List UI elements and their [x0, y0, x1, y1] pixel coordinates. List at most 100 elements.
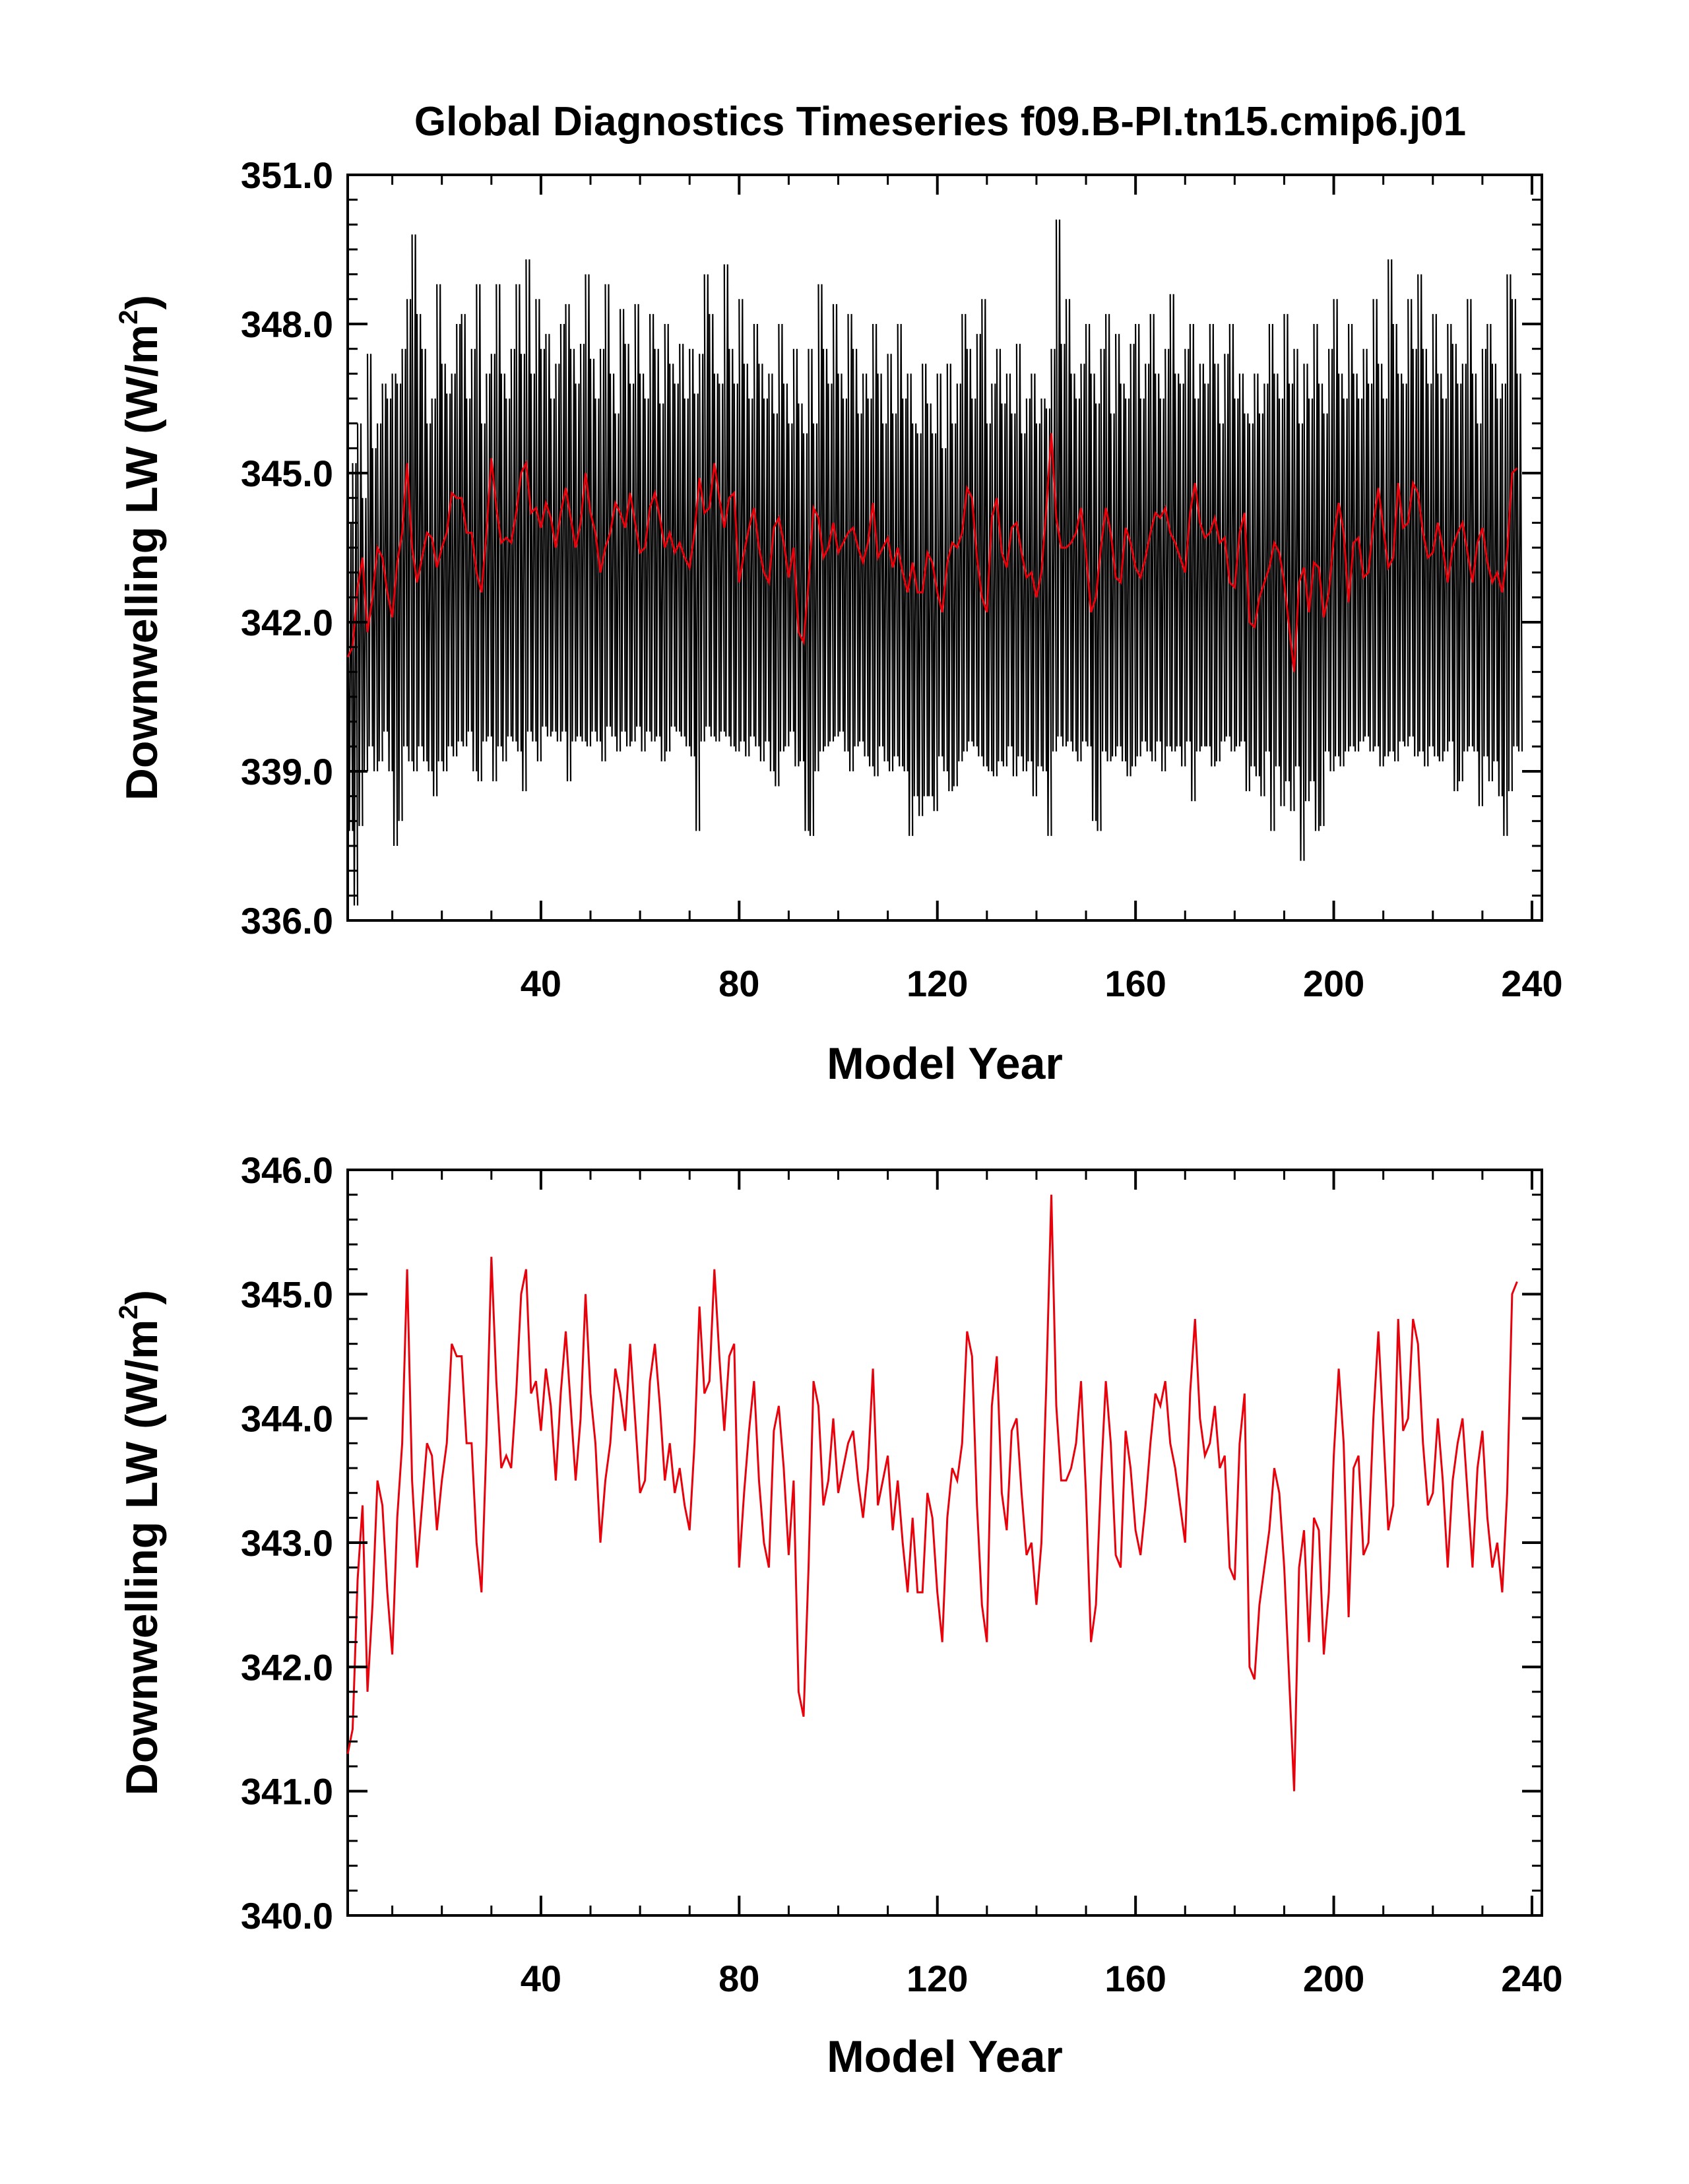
top-monthly-segment [545, 334, 552, 737]
top-monthly-segment [932, 433, 938, 812]
bottom-y-tick-label: 343.0 [241, 1522, 333, 1564]
top-monthly-segment [624, 344, 631, 747]
top-monthly-segment [510, 348, 517, 742]
top-monthly-segment [346, 523, 354, 831]
top-monthly-segment [1001, 403, 1007, 767]
bottom-y-tick-label: 340.0 [241, 1895, 333, 1937]
top-monthly-segment [629, 383, 636, 742]
top-monthly-segment [1353, 373, 1360, 752]
top-monthly-segment [416, 313, 423, 747]
top-y-tick-label: 345.0 [241, 453, 333, 494]
top-monthly-segment [1110, 413, 1117, 757]
top-monthly-segment [1115, 334, 1122, 747]
top-monthly-segment [441, 364, 448, 772]
top-y-tick-label: 342.0 [241, 602, 333, 643]
top-monthly-segment [559, 323, 567, 732]
top-monthly-segment [867, 398, 874, 767]
top-monthly-segment [634, 304, 641, 727]
bottom-y-axis-label: Downwelling LW (W/m2) [114, 1290, 167, 1795]
top-monthly-segment [748, 398, 755, 737]
top-x-tick-label: 200 [1303, 963, 1364, 1004]
top-monthly-segment [639, 373, 646, 752]
top-axes-group: 336.0 339.0 342.0 345.0 348.0 351.0 40 80 120 160… [241, 154, 1563, 1004]
top-monthly-segment [446, 393, 453, 747]
top-monthly-segment [1378, 364, 1384, 767]
top-x-tick-label: 160 [1104, 963, 1166, 1004]
top-monthly-segment [356, 423, 364, 826]
bottom-y-tick-label: 346.0 [241, 1149, 333, 1191]
top-monthly-segment [456, 323, 462, 742]
top-y-tick-label: 336.0 [241, 900, 333, 942]
top-monthly-segment [575, 383, 582, 737]
top-monthly-segment [1135, 323, 1141, 757]
top-monthly-segment [366, 354, 373, 747]
top-monthly-segment [515, 284, 522, 752]
top-monthly-segment [1283, 313, 1291, 782]
top-monthly-segment [411, 234, 418, 772]
top-monthly-segment [1040, 398, 1048, 772]
top-monthly-segment [1273, 373, 1281, 767]
top-monthly-segment [1516, 373, 1523, 752]
top-monthly-segment [436, 284, 443, 761]
bottom-x-tick-label: 120 [907, 1958, 968, 1999]
top-monthly-segment [1258, 413, 1265, 796]
top-monthly-segment [1402, 383, 1409, 747]
top-monthly-segment [1397, 373, 1404, 742]
top-monthly-segment [1293, 348, 1300, 767]
top-y-tick-label: 339.0 [241, 751, 333, 792]
top-monthly-segment [520, 354, 527, 792]
top-monthly-segment [1060, 344, 1068, 747]
top-monthly-segment [763, 398, 770, 742]
bottom-x-tick-label: 240 [1501, 1958, 1562, 1999]
top-monthly-segment [1437, 373, 1444, 761]
top-monthly-segment [1467, 299, 1473, 747]
top-monthly-segment [882, 423, 889, 761]
top-monthly-segment [1382, 398, 1389, 757]
top-monthly-segment [1491, 364, 1498, 761]
top-monthly-segment [857, 413, 864, 742]
top-monthly-segment [812, 423, 819, 772]
top-monthly-segment [976, 334, 983, 757]
top-y-axis-label: Downwelling LW (W/m2) [114, 295, 167, 800]
top-monthly-segment [451, 373, 458, 757]
top-monthly-segment [679, 344, 685, 737]
top-monthly-segment [1427, 383, 1434, 747]
top-monthly-segment [892, 413, 899, 757]
top-monthly-segment [996, 348, 1003, 761]
top-monthly-segment [847, 313, 854, 772]
top-monthly-segment [1214, 364, 1221, 761]
top-monthly-segment [1105, 313, 1112, 761]
top-monthly-segment [1298, 423, 1305, 861]
top-monthly-segment [981, 299, 988, 767]
top-monthly-segment [897, 323, 904, 767]
top-monthly-segment [352, 463, 359, 906]
top-monthly-segment [377, 423, 383, 761]
top-monthly-segment [693, 393, 701, 831]
top-monthly-segment [1149, 313, 1157, 761]
top-monthly-segment [505, 398, 512, 737]
top-monthly-segment [644, 398, 651, 732]
bottom-series-group [346, 1194, 1518, 1791]
top-monthly-segment [773, 413, 780, 787]
top-monthly-segment [1348, 323, 1354, 747]
top-monthly-segment [912, 423, 918, 796]
top-monthly-segment [1254, 373, 1260, 777]
top-monthly-segment [926, 403, 934, 796]
bottom-y-tick-label: 344.0 [241, 1398, 333, 1440]
top-monthly-segment [1219, 423, 1226, 742]
bottom-x-axis-label: Model Year [827, 2032, 1063, 2082]
top-monthly-segment [397, 383, 403, 821]
top-monthly-segment [798, 403, 805, 761]
top-monthly-segment [1511, 299, 1518, 747]
top-x-tick-label: 40 [521, 963, 561, 1004]
bottom-x-tick-label: 40 [521, 1958, 561, 1999]
top-monthly-segment [1457, 383, 1463, 782]
top-monthly-segment [401, 348, 408, 747]
top-monthly-segment [555, 364, 561, 742]
top-monthly-segment [1045, 408, 1052, 836]
bottom-axes-group: 340.0 341.0 342.0 343.0 344.0 345.0 346.0 40 80 1… [241, 1149, 1563, 1999]
top-monthly-segment [486, 373, 492, 737]
top-monthly-segment [1278, 398, 1285, 806]
bottom-x-tick-label: 80 [718, 1958, 759, 1999]
